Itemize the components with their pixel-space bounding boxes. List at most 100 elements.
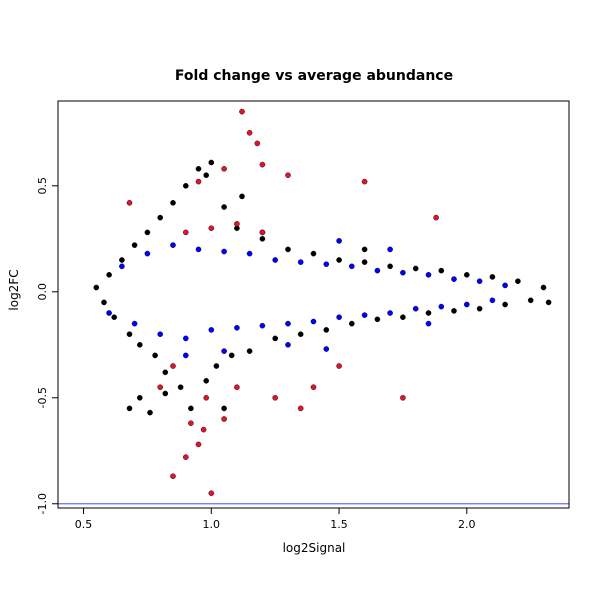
data-point — [221, 348, 227, 354]
data-point — [188, 405, 194, 412]
data-point — [106, 310, 112, 316]
data-point — [272, 335, 279, 342]
data-point — [400, 394, 406, 401]
data-point — [234, 384, 240, 391]
x-tick-label: 0.5 — [75, 518, 93, 531]
data-point — [361, 178, 368, 185]
data-point — [451, 276, 457, 282]
data-point — [425, 310, 432, 316]
data-point — [545, 299, 552, 306]
data-point — [195, 165, 202, 172]
data-point — [438, 303, 445, 310]
points-layer — [58, 108, 569, 505]
data-point — [310, 250, 317, 257]
data-point — [170, 363, 176, 369]
data-point — [126, 331, 133, 338]
y-tick-label: -1.0 — [36, 493, 49, 514]
data-point — [246, 250, 253, 257]
data-point — [239, 108, 245, 115]
data-point — [131, 320, 138, 327]
x-tick-label: 2.0 — [458, 518, 476, 531]
data-point — [195, 178, 202, 185]
y-tick-label: 0.0 — [36, 283, 49, 301]
data-point — [297, 331, 304, 338]
data-point — [476, 305, 483, 312]
x-tick-label: 1.5 — [330, 518, 348, 531]
data-point — [239, 193, 245, 200]
data-point — [93, 284, 100, 291]
data-point — [463, 301, 470, 308]
data-point — [208, 225, 215, 231]
y-axis-label: log2FC — [7, 269, 21, 310]
data-point — [297, 405, 304, 412]
data-point — [106, 271, 112, 278]
data-point — [310, 384, 317, 391]
data-point — [336, 363, 342, 369]
data-point — [126, 405, 133, 412]
data-point — [400, 314, 406, 321]
data-point — [310, 318, 317, 325]
data-point — [323, 261, 330, 268]
data-point — [425, 271, 432, 278]
data-point — [259, 322, 266, 329]
data-point — [433, 214, 439, 221]
data-point — [438, 267, 445, 274]
data-point — [361, 246, 368, 253]
data-point — [336, 314, 342, 321]
data-point — [515, 278, 521, 285]
data-point — [234, 324, 240, 331]
data-point — [195, 246, 202, 253]
data-point — [246, 129, 253, 136]
data-point — [348, 263, 355, 270]
data-point — [131, 242, 138, 248]
data-point — [203, 394, 209, 401]
data-point — [387, 246, 393, 253]
data-point — [157, 384, 163, 391]
data-point — [412, 305, 419, 312]
data-point — [208, 327, 215, 333]
data-point — [221, 416, 227, 422]
data-point — [259, 229, 266, 236]
data-point — [463, 271, 470, 278]
data-point — [489, 297, 496, 304]
data-point — [152, 352, 158, 359]
data-point — [213, 363, 220, 369]
data-point — [285, 246, 291, 253]
data-point — [208, 490, 215, 497]
data-point — [182, 335, 189, 342]
y-tick-label: -0.5 — [36, 387, 49, 408]
data-point — [323, 327, 330, 333]
data-point — [502, 282, 508, 289]
data-point — [259, 235, 266, 242]
data-point — [387, 263, 393, 270]
data-point — [170, 473, 176, 480]
data-point — [221, 204, 227, 210]
data-point — [348, 320, 355, 327]
data-point — [361, 259, 368, 265]
data-point — [228, 352, 235, 359]
data-point — [188, 420, 194, 427]
axes-layer: 0.5 1.0 1.5 2.0 -1.0 -0.5 0.0 0.5 — [36, 100, 570, 531]
data-point — [170, 199, 176, 206]
data-point — [101, 299, 107, 306]
data-point — [182, 229, 189, 236]
data-point — [246, 348, 253, 354]
data-point — [323, 346, 330, 352]
data-point — [144, 250, 151, 257]
data-point — [361, 312, 368, 318]
data-point — [119, 257, 125, 263]
data-point — [489, 274, 496, 280]
data-point — [200, 426, 207, 433]
plot-frame — [57, 100, 570, 509]
data-point — [285, 172, 291, 178]
data-point — [272, 257, 279, 263]
data-point — [234, 221, 240, 227]
data-point — [285, 320, 291, 327]
data-point — [111, 314, 117, 321]
x-tick-label: 1.0 — [203, 518, 221, 531]
data-point — [502, 301, 508, 308]
data-point — [182, 352, 189, 359]
data-point — [162, 390, 169, 397]
data-point — [400, 269, 406, 276]
